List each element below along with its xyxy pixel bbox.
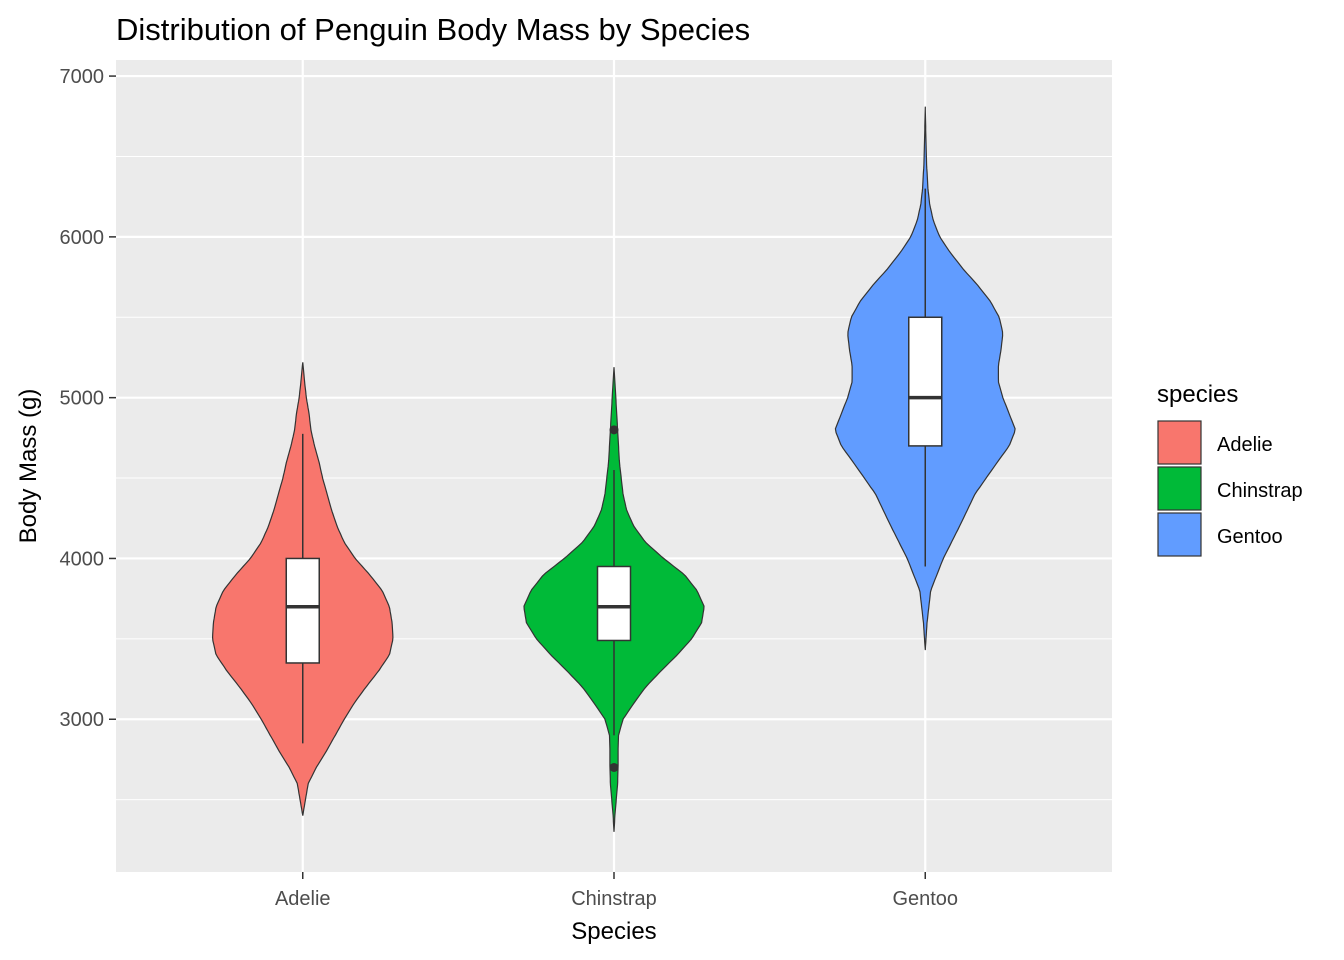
legend-item-adelie: Adelie xyxy=(1157,420,1273,465)
y-tick-label: 6000 xyxy=(60,227,105,249)
legend-items: Adelie Chinstrap Gentoo xyxy=(1157,420,1303,557)
legend-item-chinstrap: Chinstrap xyxy=(1157,466,1303,511)
box-iqr xyxy=(908,316,943,447)
y-tick-label: 7000 xyxy=(60,66,105,88)
x-tick-label: Gentoo xyxy=(892,888,958,910)
x-tick-label: Adelie xyxy=(275,888,331,910)
legend-label: Chinstrap xyxy=(1217,480,1303,502)
violin-chinstrap xyxy=(523,367,705,832)
y-axis: 3000 4000 5000 6000 7000 xyxy=(60,66,116,731)
box-iqr xyxy=(596,565,632,642)
violin-gentoo xyxy=(834,106,1016,651)
y-tick-label: 3000 xyxy=(60,709,105,731)
y-axis-title: Body Mass (g) xyxy=(15,389,42,544)
legend-swatch xyxy=(1157,512,1202,557)
legend-swatch xyxy=(1157,466,1202,511)
legend: species Adelie Chinstrap Gentoo xyxy=(1157,381,1303,557)
y-tick-label: 4000 xyxy=(60,548,105,570)
x-tick-label: Chinstrap xyxy=(571,888,657,910)
outlier-point xyxy=(609,425,619,435)
legend-swatch xyxy=(1157,420,1202,465)
legend-label: Gentoo xyxy=(1217,526,1283,548)
violins xyxy=(211,106,1016,832)
box-iqr xyxy=(285,557,320,664)
legend-item-gentoo: Gentoo xyxy=(1157,512,1283,557)
violin-adelie xyxy=(211,362,394,816)
chart-title: Distribution of Penguin Body Mass by Spe… xyxy=(116,12,750,47)
x-axis-title: Species xyxy=(571,918,656,945)
legend-label: Adelie xyxy=(1217,434,1273,456)
x-axis: Adelie Chinstrap Gentoo xyxy=(275,872,958,910)
legend-title: species xyxy=(1157,381,1238,408)
outlier-point xyxy=(609,762,619,772)
y-tick-label: 5000 xyxy=(60,388,105,410)
